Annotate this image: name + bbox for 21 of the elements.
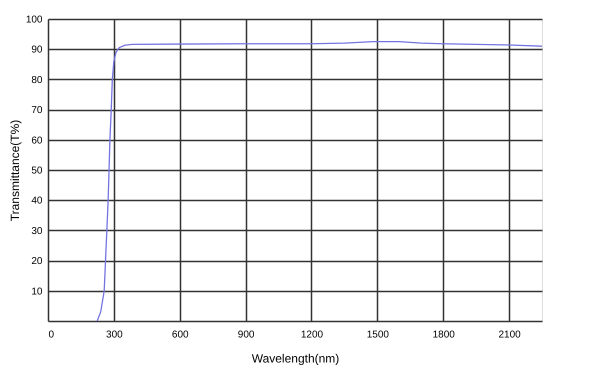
x-tick-label: 1200 (300, 330, 324, 340)
y-tick-label: 10 (31, 286, 43, 298)
x-tick-label: 300 (106, 330, 124, 340)
y-tick-label: 100 (26, 14, 43, 26)
x-tick-label: 900 (238, 330, 255, 340)
line-series (96, 41, 543, 322)
y-tick-label: 30 (31, 226, 43, 237)
y-tick-label: 60 (31, 135, 43, 146)
x-tick-label: 1500 (366, 330, 390, 340)
y-tick-label: 80 (31, 74, 43, 86)
y-tick-label: 20 (31, 256, 43, 268)
y-tick-label: 70 (31, 105, 43, 116)
x-tick-label: 1800 (432, 330, 456, 340)
y-axis-title: Transmittance(T%) (8, 120, 22, 222)
y-tick-label: 90 (31, 44, 43, 56)
y-tick-label: 50 (31, 166, 43, 176)
x-tick-label: 2100 (498, 330, 522, 340)
x-tick-label: 600 (172, 330, 190, 340)
x-axis-title: Wavelength(nm) (252, 352, 340, 366)
y-tick-label: 40 (31, 196, 43, 207)
x-tick-label: 0 (48, 330, 54, 340)
